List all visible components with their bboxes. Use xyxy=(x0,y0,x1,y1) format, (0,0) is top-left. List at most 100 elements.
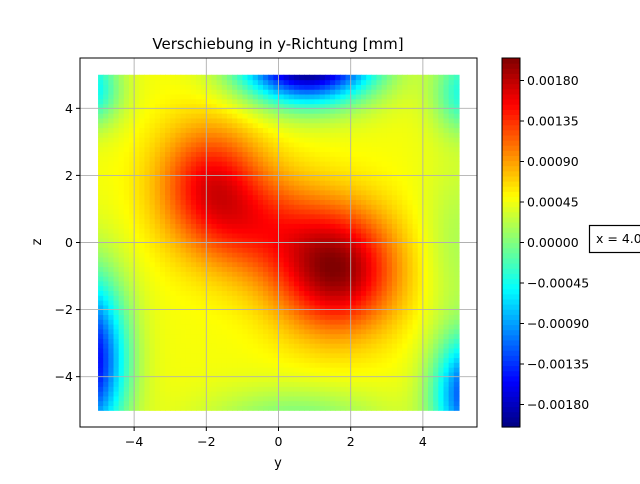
heatmap-cell xyxy=(294,396,300,401)
heatmap-cell xyxy=(449,180,455,185)
heatmap-cell xyxy=(206,401,212,406)
heatmap-cell xyxy=(253,271,259,276)
heatmap-cell xyxy=(413,386,419,391)
heatmap-cell xyxy=(98,199,104,204)
heatmap-cell xyxy=(268,405,274,410)
heatmap-cell xyxy=(150,338,156,343)
heatmap-cell xyxy=(402,118,408,123)
heatmap-cell xyxy=(144,338,150,343)
heatmap-cell xyxy=(454,401,460,406)
heatmap-cell xyxy=(211,362,217,367)
heatmap-cell xyxy=(222,295,228,300)
heatmap-cell xyxy=(253,147,259,152)
heatmap-cell xyxy=(242,334,248,339)
heatmap-cell xyxy=(119,257,125,262)
heatmap-cell xyxy=(382,199,388,204)
heatmap-cell xyxy=(134,195,140,200)
heatmap-cell xyxy=(433,252,439,257)
heatmap-cell xyxy=(150,137,156,142)
heatmap-cell xyxy=(124,353,130,358)
heatmap-cell xyxy=(268,84,274,89)
heatmap-cell xyxy=(397,310,403,315)
heatmap-cell xyxy=(211,381,217,386)
heatmap-cell xyxy=(294,175,300,180)
heatmap-cell xyxy=(103,310,109,315)
heatmap-cell xyxy=(258,89,264,94)
heatmap-cell xyxy=(279,324,285,329)
heatmap-cell xyxy=(361,118,367,123)
heatmap-cell xyxy=(443,310,449,315)
heatmap-cell xyxy=(361,343,367,348)
heatmap-cell xyxy=(124,156,130,161)
heatmap-cell xyxy=(134,89,140,94)
heatmap-cell xyxy=(351,314,357,319)
heatmap-cell xyxy=(325,80,331,85)
heatmap-cell xyxy=(438,276,444,281)
heatmap-cell xyxy=(186,156,192,161)
heatmap-cell xyxy=(144,151,150,156)
heatmap-cell xyxy=(413,348,419,353)
heatmap-cell xyxy=(279,199,285,204)
heatmap-cell xyxy=(356,286,362,291)
heatmap-cell xyxy=(206,223,212,228)
heatmap-cell xyxy=(438,94,444,99)
heatmap-cell xyxy=(330,156,336,161)
heatmap-cell xyxy=(139,219,145,224)
heatmap-cell xyxy=(361,156,367,161)
heatmap-cell xyxy=(351,80,357,85)
heatmap-cell xyxy=(428,405,434,410)
heatmap-cell xyxy=(206,367,212,372)
heatmap-cell xyxy=(211,123,217,128)
heatmap-cell xyxy=(181,281,187,286)
heatmap-cell xyxy=(433,319,439,324)
heatmap-cell xyxy=(387,401,393,406)
heatmap-cell xyxy=(196,180,202,185)
heatmap-cell xyxy=(139,266,145,271)
heatmap-cell xyxy=(124,180,130,185)
heatmap-cell xyxy=(150,204,156,209)
heatmap-cell xyxy=(144,386,150,391)
heatmap-cell xyxy=(222,166,228,171)
heatmap-cell xyxy=(289,310,295,315)
heatmap-cell xyxy=(433,233,439,238)
heatmap-cell xyxy=(119,118,125,123)
heatmap-cell xyxy=(263,132,269,137)
colorbar-segment xyxy=(502,304,520,310)
heatmap-cell xyxy=(454,353,460,358)
heatmap-cell xyxy=(191,180,197,185)
heatmap-cell xyxy=(325,386,331,391)
heatmap-cell xyxy=(330,113,336,118)
heatmap-cell xyxy=(387,89,393,94)
heatmap-cell xyxy=(325,89,331,94)
heatmap-cell xyxy=(222,386,228,391)
heatmap-cell xyxy=(423,233,429,238)
heatmap-cell xyxy=(397,190,403,195)
heatmap-cell xyxy=(361,123,367,128)
heatmap-cell xyxy=(170,247,176,252)
heatmap-cell xyxy=(315,358,321,363)
heatmap-cell xyxy=(382,271,388,276)
heatmap-cell xyxy=(181,257,187,262)
heatmap-cell xyxy=(402,123,408,128)
colorbar-segment xyxy=(502,299,520,305)
heatmap-cell xyxy=(114,243,120,248)
heatmap-cell xyxy=(397,151,403,156)
heatmap-cell xyxy=(124,209,130,214)
heatmap-cell xyxy=(325,329,331,334)
heatmap-cell xyxy=(253,214,259,219)
heatmap-cell xyxy=(361,80,367,85)
heatmap-cell xyxy=(227,362,233,367)
heatmap-cell xyxy=(423,281,429,286)
heatmap-cell xyxy=(397,199,403,204)
heatmap-cell xyxy=(248,195,254,200)
colorbar-segment xyxy=(502,243,520,249)
heatmap-cell xyxy=(206,195,212,200)
heatmap-cell xyxy=(289,108,295,113)
heatmap-cell xyxy=(119,113,125,118)
heatmap-cell xyxy=(134,266,140,271)
heatmap-cell xyxy=(150,84,156,89)
heatmap-cell xyxy=(206,180,212,185)
heatmap-cell xyxy=(351,214,357,219)
heatmap-cell xyxy=(258,314,264,319)
heatmap-cell xyxy=(196,185,202,190)
